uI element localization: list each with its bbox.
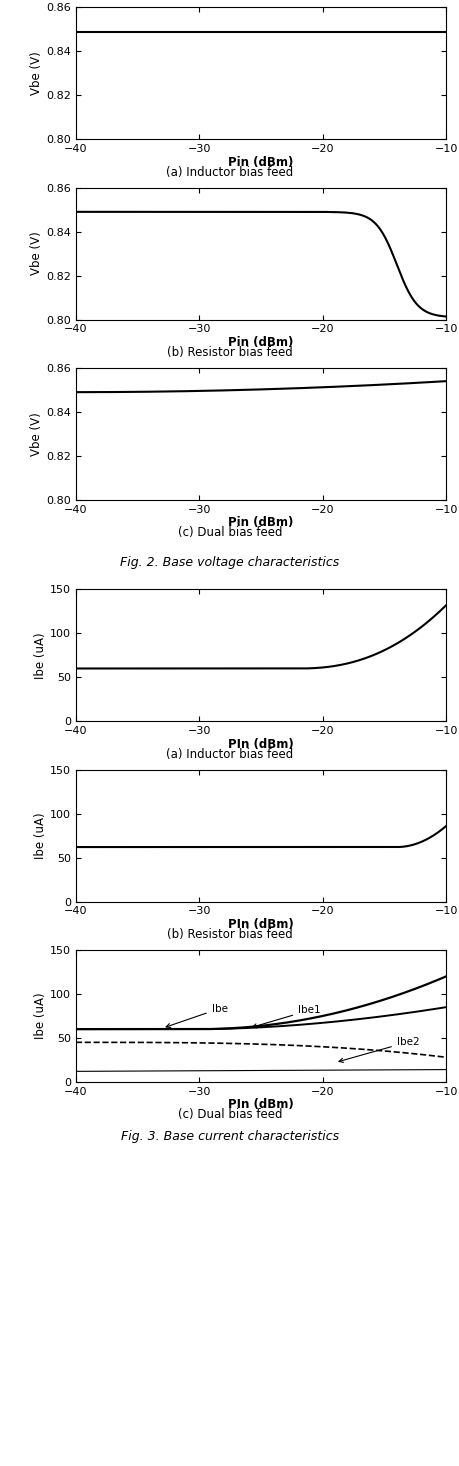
X-axis label: PIn (dBm): PIn (dBm) <box>228 737 293 751</box>
Y-axis label: Vbe (V): Vbe (V) <box>30 412 43 456</box>
X-axis label: PIn (dBm): PIn (dBm) <box>228 918 293 931</box>
X-axis label: Pin (dBm): Pin (dBm) <box>228 516 293 529</box>
X-axis label: Pin (dBm): Pin (dBm) <box>228 155 293 169</box>
Text: (a) Inductor bias feed: (a) Inductor bias feed <box>166 748 293 761</box>
Text: Ibe2: Ibe2 <box>338 1036 419 1063</box>
Y-axis label: Ibe (uA): Ibe (uA) <box>34 632 47 679</box>
Text: (c) Dual bias feed: (c) Dual bias feed <box>177 526 282 539</box>
Text: (b) Resistor bias feed: (b) Resistor bias feed <box>167 928 292 941</box>
X-axis label: PIn (dBm): PIn (dBm) <box>228 1098 293 1111</box>
Text: Fig. 2. Base voltage characteristics: Fig. 2. Base voltage characteristics <box>120 557 339 569</box>
Y-axis label: Vbe (V): Vbe (V) <box>30 51 43 95</box>
Text: Ibe: Ibe <box>166 1004 227 1028</box>
Y-axis label: Ibe (uA): Ibe (uA) <box>34 992 47 1039</box>
X-axis label: Pin (dBm): Pin (dBm) <box>228 336 293 349</box>
Text: (a) Inductor bias feed: (a) Inductor bias feed <box>166 166 293 179</box>
Text: Fig. 3. Base current characteristics: Fig. 3. Base current characteristics <box>121 1130 338 1143</box>
Text: Ibe1: Ibe1 <box>252 1006 320 1028</box>
Y-axis label: Vbe (V): Vbe (V) <box>30 232 43 276</box>
Text: (b) Resistor bias feed: (b) Resistor bias feed <box>167 346 292 359</box>
Text: (c) Dual bias feed: (c) Dual bias feed <box>177 1108 282 1121</box>
Y-axis label: Ibe (uA): Ibe (uA) <box>34 812 47 859</box>
